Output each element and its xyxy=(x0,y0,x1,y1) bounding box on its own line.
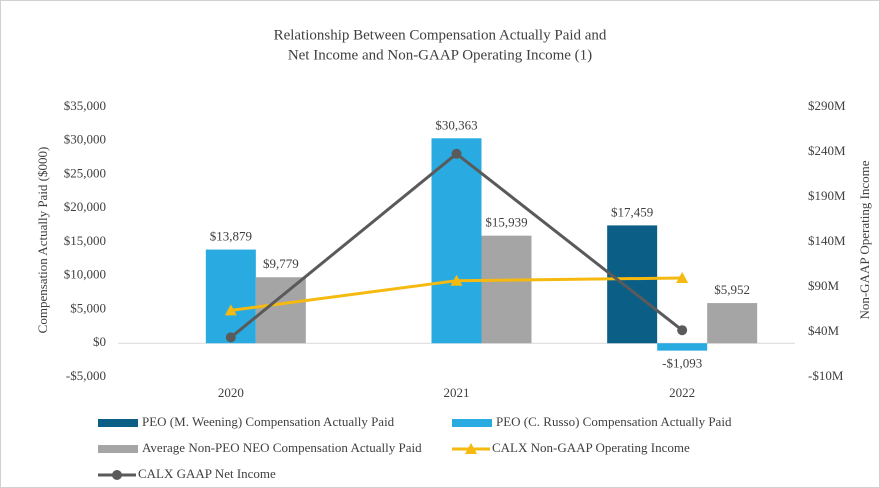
legend-swatch xyxy=(98,419,138,427)
legend-marker xyxy=(465,443,477,454)
marker xyxy=(224,304,237,316)
data-label: -$1,093 xyxy=(662,356,702,371)
chart-title: Relationship Between Compensation Actual… xyxy=(274,27,607,43)
data-label: $5,952 xyxy=(714,282,750,297)
y-tick-label: $20,000 xyxy=(64,199,106,214)
legend-label: PEO (M. Weening) Compensation Actually P… xyxy=(142,414,395,429)
y-tick-label: $5,000 xyxy=(70,300,106,315)
data-label: $30,363 xyxy=(435,117,477,132)
y2-tick-label: $190M xyxy=(808,188,846,203)
legend-label: CALX Non-GAAP Operating Income xyxy=(492,440,690,455)
y-axis-label: Compensation Actually Paid ($000) xyxy=(35,147,50,334)
bar xyxy=(607,225,658,344)
marker xyxy=(451,148,462,159)
y2-tick-label: $40M xyxy=(808,323,840,338)
y-tick-label: $25,000 xyxy=(64,165,106,180)
legend-label: PEO (C. Russo) Compensation Actually Pai… xyxy=(496,414,732,429)
marker xyxy=(225,332,236,343)
x-tick-label: 2021 xyxy=(444,385,470,400)
bar xyxy=(707,303,758,344)
y2-axis-label: Non-GAAP Operating Income xyxy=(857,160,872,319)
marker xyxy=(676,272,689,283)
y-tick-label: $35,000 xyxy=(64,98,106,113)
y-tick-label: $10,000 xyxy=(64,267,106,282)
data-label: $9,779 xyxy=(263,256,299,271)
y-tick-label: $0 xyxy=(93,334,106,349)
y2-tick-label: $90M xyxy=(808,278,840,293)
legend-label: CALX GAAP Net Income xyxy=(138,466,276,481)
data-label: $17,459 xyxy=(611,204,653,219)
y-tick-label: $30,000 xyxy=(64,132,106,147)
marker xyxy=(677,325,688,336)
data-label: $13,879 xyxy=(210,229,252,244)
marker xyxy=(450,274,463,286)
x-tick-label: 2022 xyxy=(669,385,695,400)
bar xyxy=(481,235,532,344)
bar xyxy=(205,249,256,344)
y2-tick-label: $240M xyxy=(808,143,846,158)
legend-swatch xyxy=(452,419,492,427)
data-label: $15,939 xyxy=(485,215,527,230)
legend-marker xyxy=(112,470,122,480)
bar xyxy=(431,138,482,344)
y-tick-label: $15,000 xyxy=(64,233,106,248)
y2-tick-label: $290M xyxy=(808,98,846,113)
chart-title: Net Income and Non-GAAP Operating Income… xyxy=(288,47,592,63)
legend-label: Average Non-PEO NEO Compensation Actuall… xyxy=(142,440,422,455)
y2-tick-label: -$10M xyxy=(808,368,844,383)
legend-swatch xyxy=(98,445,138,453)
y2-tick-label: $140M xyxy=(808,233,846,248)
x-tick-label: 2020 xyxy=(218,385,244,400)
bar xyxy=(657,343,708,351)
y-tick-label: -$5,000 xyxy=(66,368,106,383)
